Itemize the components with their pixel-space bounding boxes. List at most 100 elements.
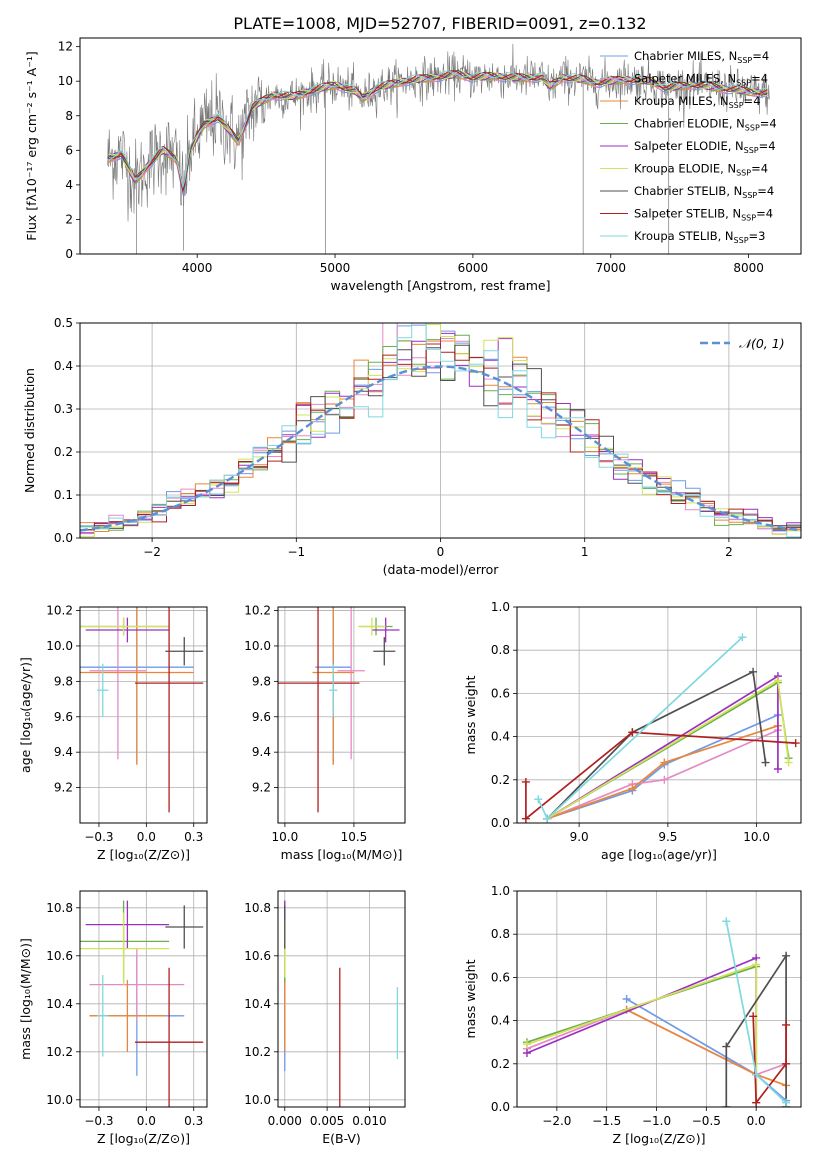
y-tick-label: 0.4 — [54, 359, 73, 373]
plot-area — [284, 900, 399, 1107]
x-tick-label: 0.3 — [184, 1114, 203, 1128]
x-axis-label: wavelength [Angstrom, rest frame] — [330, 278, 550, 293]
legend-eq: = — [752, 49, 762, 63]
weight-line-kroupa-elodie — [526, 963, 758, 1103]
axes-frame — [79, 37, 802, 255]
x-tick-label: 9.5 — [658, 830, 677, 844]
x-tick-label: 1 — [581, 545, 589, 559]
panel-age-vs-mass: 10.0 10.5 9.2 9.4 9.6 9.8 10.0 10.2 mass [log₁₀(… — [244, 604, 406, 862]
legend-nssp-sub: SSP — [737, 56, 752, 65]
legend-nssp-sub: SSP — [742, 191, 757, 200]
y-tick-label: 10.0 — [244, 639, 271, 653]
weight-marker-salpeter-miles — [660, 775, 669, 784]
weight-marker-kroupa-stelib — [543, 814, 552, 823]
y-tick-label: 9.4 — [54, 745, 73, 759]
weight-line-chabrier-miles — [546, 714, 779, 820]
legend-label-normal: 𝒩(0, 1) — [739, 336, 785, 351]
weight-marker-salpeter-stelib — [752, 1098, 761, 1107]
y-tick-label: 10.8 — [46, 901, 73, 915]
y-tick-label: 0.8 — [491, 643, 510, 657]
weight-marker-chabrier-stelib — [782, 951, 791, 960]
weight-marker-chabrier-stelib — [722, 1042, 731, 1051]
y-tick-label: 2 — [65, 212, 73, 226]
legend-eq: = — [759, 139, 769, 153]
model-line-salpeter-miles — [107, 73, 768, 194]
weight-marker-salpeter-stelib — [521, 777, 530, 786]
legend-nssp-value: 4 — [761, 162, 768, 176]
weight-marker-chabrier-stelib — [749, 667, 758, 676]
plot-area — [80, 323, 801, 538]
axes-frame — [79, 890, 208, 1108]
y-tick-label: 0.8 — [491, 927, 510, 941]
legend-nssp-sub: SSP — [744, 146, 759, 155]
weight-marker-salpeter-stelib — [749, 1012, 758, 1021]
axes-frame — [79, 606, 208, 824]
y-axis-label: Normed distribution — [22, 368, 37, 493]
x-tick-label: 4000 — [182, 261, 213, 275]
x-tick-label: 7000 — [595, 261, 626, 275]
x-tick-label: 2 — [725, 545, 733, 559]
panel-age-vs-Z: −0.3 0.0 0.3 9.2 9.4 9.6 9.8 10.0 10.2 Z [log₁₀(Z… — [18, 604, 208, 862]
x-tick-label: −1.5 — [592, 1114, 621, 1128]
y-tick-label: 10.2 — [244, 604, 271, 618]
legend-model-name: Chabrier MILES — [634, 49, 721, 63]
legend-model-name: Kroupa MILES — [634, 94, 713, 108]
x-axis-label: Z [log₁₀(Z/Z⊙)] — [97, 847, 190, 862]
legend-nssp-sub: SSP — [734, 236, 749, 245]
weight-marker-chabrier-stelib — [761, 758, 770, 767]
model-line-salpeter-stelib — [107, 70, 768, 193]
y-tick-label: 10.6 — [244, 949, 271, 963]
y-axis-label: age [log₁₀(age/yr)] — [18, 657, 33, 773]
x-tick-label: −1.0 — [642, 1114, 671, 1128]
weight-marker-kroupa-stelib — [722, 917, 731, 926]
x-tick-label: 10.0 — [272, 830, 299, 844]
y-tick-label: 4 — [65, 178, 73, 192]
plot-area — [80, 900, 204, 1107]
y-tick-label: 0.2 — [491, 773, 510, 787]
y-tick-label: 0.6 — [491, 686, 510, 700]
x-tick-label: 0.000 — [268, 1114, 302, 1128]
normal-curve — [80, 365, 801, 532]
legend-eq: = — [760, 117, 770, 131]
grid-lines — [80, 607, 207, 823]
legend-model-name: Salpeter ELODIE — [634, 139, 728, 153]
legend-label-chabrier-miles: Chabrier MILES, NSSP=4 — [634, 49, 769, 65]
weight-marker-kroupa-miles — [628, 784, 637, 793]
legend-nssp-prefix: , N — [713, 94, 729, 108]
y-tick-label: 0 — [65, 247, 73, 261]
legend-nssp-sub: SSP — [729, 101, 744, 110]
y-tick-label: 9.8 — [54, 674, 73, 688]
y-tick-label: 0.0 — [54, 531, 73, 545]
y-tick-label: 0.0 — [491, 1100, 510, 1114]
x-tick-label: 0 — [437, 545, 445, 559]
y-tick-label: 9.6 — [54, 710, 73, 724]
x-tick-label: −0.5 — [692, 1114, 721, 1128]
y-tick-label: 9.8 — [252, 674, 271, 688]
legend-nssp-value: 4 — [762, 49, 769, 63]
legend-nssp-sub: SSP — [741, 214, 756, 223]
weight-line-chabrier-stelib — [546, 670, 767, 820]
weight-marker-kroupa-miles — [660, 758, 669, 767]
legend-label-salpeter-miles: Salpeter MILES, NSSP=4 — [634, 72, 768, 88]
y-tick-label: 0.1 — [54, 488, 73, 502]
weight-marker-chabrier-miles — [622, 995, 631, 1003]
y-tick-label: 10.0 — [46, 1093, 73, 1107]
y-tick-label: 9.4 — [252, 745, 271, 759]
y-tick-label: 10.8 — [244, 901, 271, 915]
legend-nssp-prefix: , N — [718, 229, 734, 243]
y-tick-label: 1.0 — [491, 600, 510, 614]
axes-frame — [516, 890, 802, 1108]
y-tick-label: 0.0 — [491, 816, 510, 830]
weight-marker-chabrier-stelib — [722, 1103, 731, 1107]
x-tick-label: 6000 — [458, 261, 489, 275]
y-tick-label: 9.2 — [54, 781, 73, 795]
panel-spectrum: 4000 5000 6000 7000 8000 0 2 4 6 8 10 12 wavelength … — [24, 37, 802, 293]
x-axis-label: mass [log₁₀(M/M⊙)] — [281, 847, 403, 862]
y-tick-label: 0.3 — [54, 402, 73, 416]
x-tick-label: 0.0 — [137, 1114, 156, 1128]
weight-marker-salpeter-elodie — [773, 765, 782, 773]
legend-eq: = — [749, 229, 759, 243]
weight-marker-salpeter-stelib — [628, 728, 637, 737]
